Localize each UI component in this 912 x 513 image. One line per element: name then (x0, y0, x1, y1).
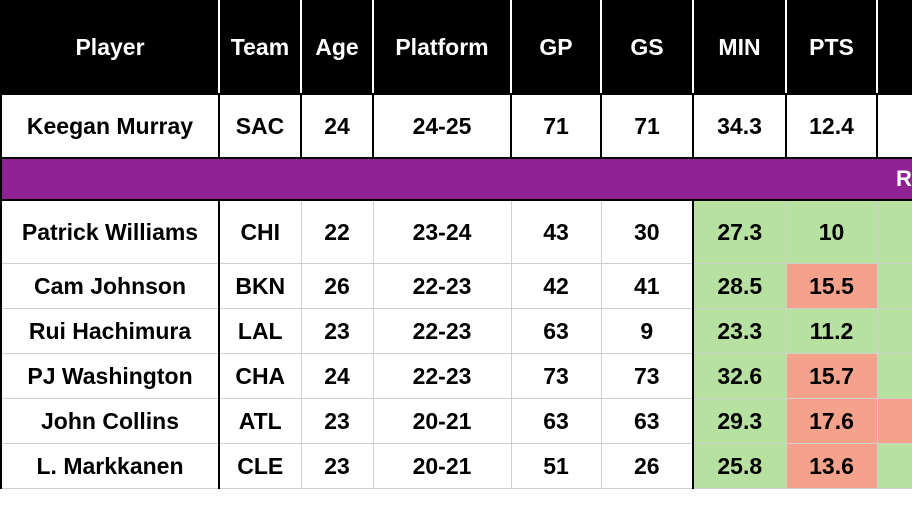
comparison-stat-cell: 15.7 (785, 353, 878, 399)
comparison-stat-cell: 22-23 (372, 308, 512, 354)
comparison-stat-cell: 42 (510, 263, 602, 309)
column-header: MIN (692, 0, 787, 95)
section-label: RFA (896, 166, 912, 191)
comparison-stat-cell: 27.3 (692, 199, 787, 264)
comparison-stat-cell: 22-23 (372, 263, 512, 309)
comparison-stat-cell: 30 (600, 199, 694, 264)
comparison-stat-cell: 4 (876, 308, 912, 354)
comparison-stat-cell: 20-21 (372, 443, 512, 489)
comparison-stat-cell: 17.6 (785, 398, 878, 444)
comparison-stat-cell: CLE (218, 443, 302, 489)
feature-stat-cell: 6 (876, 93, 912, 159)
comparison-stat-cell: BKN (218, 263, 302, 309)
comparison-stat-cell: 13.6 (785, 443, 878, 489)
comparison-stat-cell: 73 (600, 353, 694, 399)
comparison-stat-cell: 26 (300, 263, 374, 309)
comparison-stat-cell: 41 (600, 263, 694, 309)
comparison-stat-cell: 23 (300, 398, 374, 444)
column-header: GS (600, 0, 694, 95)
comparison-stat-cell: 23 (300, 443, 374, 489)
comparison-stat-cell: 23.3 (692, 308, 787, 354)
comparison-stat-cell: 9 (600, 308, 694, 354)
comparison-stat-cell: 22-23 (372, 353, 512, 399)
player-comparison-table: PlayerTeamAgePlatformGPGSMINPTSR Keegan … (0, 0, 912, 489)
comparison-stat-cell: 23 (300, 308, 374, 354)
comparison-stat-cell: 43 (510, 199, 602, 264)
feature-stat-cell: 24 (300, 93, 374, 159)
comparison-stat-cell: 4 (876, 353, 912, 399)
comparison-player-name: Cam Johnson (0, 263, 220, 309)
feature-player-name: Keegan Murray (0, 93, 220, 159)
comparison-stat-cell: ATL (218, 398, 302, 444)
comparison-stat-cell: 10 (785, 199, 878, 264)
feature-stat-cell: 71 (510, 93, 602, 159)
comparison-stat-cell: 7 (876, 398, 912, 444)
section-band: RFA (0, 157, 912, 201)
header-row: PlayerTeamAgePlatformGPGSMINPTSR (0, 0, 912, 95)
comparison-stat-cell: 11.2 (785, 308, 878, 354)
comparison-player-name: PJ Washington (0, 353, 220, 399)
comparison-stat-cell: 29.3 (692, 398, 787, 444)
column-header: GP (510, 0, 602, 95)
comparison-stat-cell: 51 (510, 443, 602, 489)
comparison-stat-cell: 23-24 (372, 199, 512, 264)
comparison-stat-cell: 63 (510, 398, 602, 444)
column-header: PTS (785, 0, 878, 95)
comparison-stat-cell: 63 (600, 398, 694, 444)
column-header: Platform (372, 0, 512, 95)
feature-stat-cell: 71 (600, 93, 694, 159)
comparison-player-name: L. Markkanen (0, 443, 220, 489)
feature-stat-cell: 24-25 (372, 93, 512, 159)
comparison-stat-cell: 20-21 (372, 398, 512, 444)
comparison-stat-cell: 26 (600, 443, 694, 489)
comparison-stat-cell: 5 (876, 443, 912, 489)
feature-stat-cell: 34.3 (692, 93, 787, 159)
comparison-stat-cell: CHA (218, 353, 302, 399)
comparison-stat-cell: 32.6 (692, 353, 787, 399)
comparison-stat-cell: 4 (876, 263, 912, 309)
comparison-stat-cell: 73 (510, 353, 602, 399)
comparison-stat-cell: CHI (218, 199, 302, 264)
feature-stat-cell: 12.4 (785, 93, 878, 159)
column-header: Team (218, 0, 302, 95)
column-header: R (876, 0, 912, 95)
comparison-stat-cell: 15.5 (785, 263, 878, 309)
column-header: Player (0, 0, 220, 95)
section-label-cell: RFA (0, 157, 912, 201)
comparison-stat-cell: 25.8 (692, 443, 787, 489)
comparison-stat-cell: 28.5 (692, 263, 787, 309)
comparison-stat-cell: 22 (300, 199, 374, 264)
comparison-player-name: Rui Hachimura (0, 308, 220, 354)
comparison-player-name: John Collins (0, 398, 220, 444)
feature-stat-cell: SAC (218, 93, 302, 159)
comparison-stat-cell: LAL (218, 308, 302, 354)
column-header: Age (300, 0, 374, 95)
comparison-player-name: Patrick Williams (0, 199, 220, 264)
comparison-stat-cell: 63 (510, 308, 602, 354)
comparison-stat-cell: 24 (300, 353, 374, 399)
comparison-stat-cell: 3 (876, 199, 912, 264)
